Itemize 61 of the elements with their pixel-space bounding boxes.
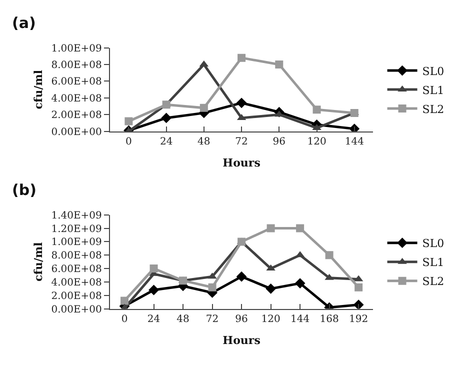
y-tick-label: 2.00E+08 <box>51 290 102 302</box>
y-tick-label: 1.00E+09 <box>51 237 102 248</box>
point <box>296 224 304 232</box>
point <box>148 284 159 296</box>
x-tick-label: 144 <box>344 136 364 148</box>
x-tick-label: 72 <box>235 136 248 148</box>
chart-title: (b) <box>12 181 36 199</box>
x-tick-label: 0 <box>121 314 128 325</box>
x-tick-label: 144 <box>290 314 310 325</box>
x-tick-label: 96 <box>272 136 286 148</box>
x-tick-label: 120 <box>307 136 326 148</box>
legend-label: SL2 <box>422 102 444 116</box>
y-tick-label: 1.00E+09 <box>51 43 102 54</box>
y-tick-label: 8.00E+08 <box>51 60 102 71</box>
legend-label: SL1 <box>422 256 444 270</box>
point <box>236 98 247 108</box>
point <box>208 283 216 292</box>
y-axis-title: cfu/ml <box>32 242 45 282</box>
x-tick-label: 48 <box>176 314 190 325</box>
y-tick-label: 0.00E+00 <box>51 304 102 316</box>
point <box>120 296 129 305</box>
point <box>150 264 158 273</box>
y-tick-label: 2.00E+08 <box>51 110 102 122</box>
y-axis-title: cfu/ml <box>32 70 45 110</box>
legend-label: SL2 <box>422 275 444 288</box>
y-tick-label: 6.00E+08 <box>51 76 102 88</box>
point <box>161 112 172 124</box>
y-tick-label: 4.00E+08 <box>51 277 102 288</box>
x-tick-label: 120 <box>261 314 280 325</box>
point <box>236 271 247 282</box>
y-tick-label: 0.00E+00 <box>51 126 102 138</box>
x-tick-label: 72 <box>206 314 219 325</box>
point <box>275 60 284 68</box>
x-tick-label: 24 <box>160 136 173 148</box>
point <box>124 117 133 126</box>
legend-label: SL0 <box>422 237 444 250</box>
point <box>266 283 276 294</box>
point <box>354 283 363 292</box>
point <box>353 300 364 309</box>
x-axis-title: Hours <box>222 334 260 347</box>
legend-label: SL0 <box>422 64 444 78</box>
x-tick-label: 48 <box>198 136 210 148</box>
x-tick-label: 192 <box>349 314 368 325</box>
point <box>238 54 246 62</box>
point <box>200 104 208 112</box>
point <box>266 224 275 232</box>
chart-title: (a) <box>12 14 36 32</box>
x-tick-label: 96 <box>235 314 248 325</box>
legend-label: SL1 <box>422 84 444 97</box>
point <box>325 251 334 260</box>
y-tick-label: 8.00E+08 <box>51 250 102 262</box>
x-tick-label: 168 <box>320 314 339 325</box>
y-tick-label: 6.00E+08 <box>51 264 102 276</box>
y-tick-label: 4.00E+08 <box>51 93 102 104</box>
x-tick-label: 24 <box>147 314 160 325</box>
x-axis-title: Hours <box>222 156 260 170</box>
y-tick-label: 1.20E+09 <box>51 224 102 235</box>
x-tick-label: 0 <box>126 136 132 148</box>
y-tick-label: 1.40E+09 <box>51 210 102 222</box>
point <box>294 278 306 288</box>
point <box>312 106 321 114</box>
